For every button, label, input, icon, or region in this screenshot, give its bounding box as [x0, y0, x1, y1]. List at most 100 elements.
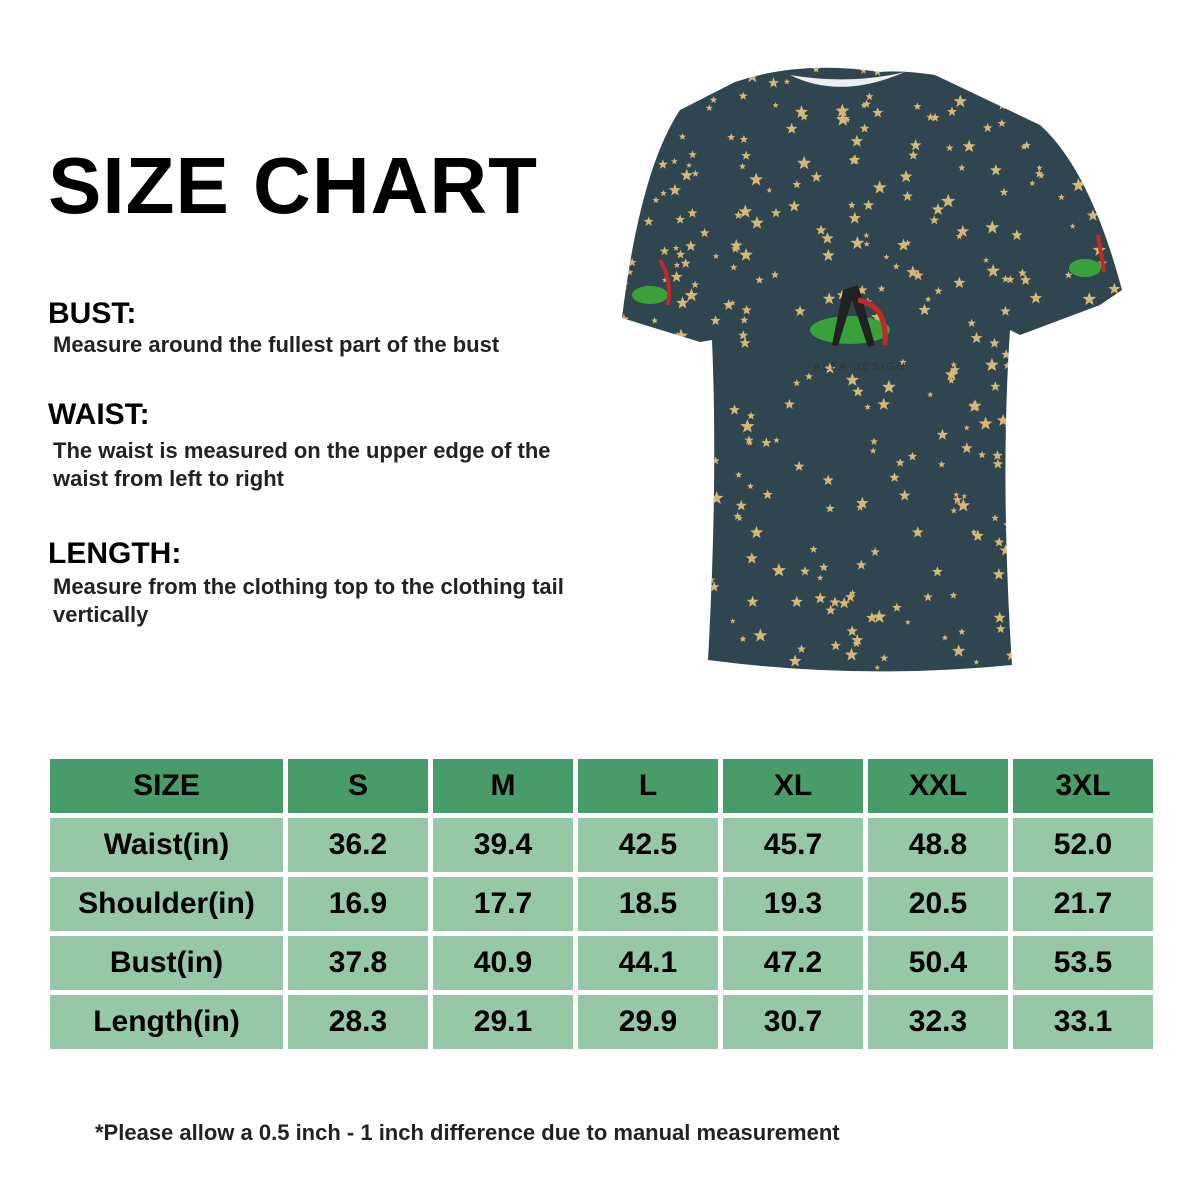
- star-icon: [927, 391, 934, 398]
- star-icon: [666, 96, 680, 109]
- star-icon: [846, 625, 858, 636]
- star-icon: [1112, 349, 1122, 363]
- star-icon: [1005, 448, 1013, 456]
- star-icon: [1070, 397, 1081, 408]
- star-icon: [800, 566, 810, 576]
- star-icon: [851, 633, 864, 646]
- star-icon: [970, 331, 983, 344]
- star-icon: [668, 183, 682, 196]
- waist-description: The waist is measured on the upper edge …: [53, 438, 551, 491]
- star-icon: [992, 568, 1005, 580]
- star-icon: [710, 315, 721, 326]
- star-icon: [1034, 169, 1044, 178]
- star-icon: [794, 305, 806, 317]
- star-icon: [882, 379, 896, 393]
- star-icon: [1046, 80, 1053, 87]
- star-icon: [705, 104, 713, 111]
- star-icon: [862, 99, 871, 108]
- star-icon: [712, 253, 720, 259]
- star-icon: [1104, 108, 1118, 121]
- star-icon: [830, 640, 841, 651]
- star-icon: [1008, 622, 1016, 629]
- star-icon: [622, 413, 633, 426]
- star-icon: [622, 183, 627, 194]
- star-icon: [947, 106, 957, 116]
- star-icon: [702, 358, 712, 368]
- star-icon: [966, 76, 976, 86]
- star-icon: [1095, 424, 1103, 432]
- star-icon: [788, 200, 801, 212]
- star-icon: [684, 288, 699, 302]
- star-icon: [686, 162, 692, 168]
- star-icon: [944, 367, 959, 381]
- length-description: Measure from the clothing top to the clo…: [53, 574, 564, 627]
- star-icon: [1113, 223, 1120, 230]
- star-icon: [672, 244, 680, 251]
- star-icon: [913, 102, 922, 110]
- star-icon: [835, 112, 850, 126]
- star-icon: [934, 286, 943, 295]
- star-icon: [1121, 70, 1122, 77]
- star-icon: [973, 659, 980, 665]
- star-icon: [622, 656, 628, 667]
- star-icon: [863, 240, 870, 247]
- star-icon: [1113, 445, 1122, 458]
- table-cell: 44.1: [578, 936, 718, 990]
- star-icon: [1005, 275, 1015, 284]
- star-icon: [740, 315, 749, 324]
- star-icon: [907, 451, 918, 461]
- star-icon: [1010, 483, 1018, 491]
- star-icon: [849, 154, 861, 165]
- star-icon: [731, 244, 741, 253]
- star-icon: [825, 503, 835, 513]
- star-icon: [1027, 660, 1041, 672]
- star-icon: [845, 373, 859, 386]
- star-icon: [870, 437, 878, 445]
- star-icon: [1105, 606, 1113, 614]
- star-icon: [856, 496, 869, 509]
- star-icon: [797, 155, 812, 170]
- row-label: Shoulder(in): [50, 877, 283, 931]
- star-icon: [947, 376, 955, 384]
- star-icon: [1086, 209, 1100, 221]
- star-icon: [968, 400, 980, 412]
- row-label: Waist(in): [50, 818, 283, 872]
- star-icon: [799, 111, 809, 121]
- star-icon: [850, 235, 865, 250]
- star-icon: [1084, 506, 1099, 521]
- star-icon: [993, 611, 1006, 623]
- star-icon: [709, 96, 718, 104]
- star-icon: [626, 268, 634, 276]
- star-icon: [999, 187, 1009, 197]
- star-icon: [642, 598, 650, 606]
- star-icon: [1017, 391, 1031, 404]
- star-icon: [1103, 154, 1115, 165]
- table-cell: 45.7: [723, 818, 863, 872]
- table-row: Shoulder(in) 16.9 17.7 18.5 19.3 20.5 21…: [50, 877, 1153, 931]
- star-icon: [953, 94, 967, 108]
- star-icon: [880, 653, 889, 662]
- star-icon: [755, 275, 764, 284]
- star-icon: [869, 447, 877, 454]
- star-icon: [661, 377, 670, 386]
- star-icon: [852, 639, 861, 648]
- star-icon: [623, 531, 633, 540]
- header-cell: XXL: [868, 759, 1008, 813]
- star-icon: [953, 491, 960, 498]
- star-icon: [746, 439, 754, 446]
- star-icon: [1032, 422, 1045, 434]
- table-row: Length(in) 28.3 29.1 29.9 30.7 32.3 33.1: [50, 995, 1153, 1049]
- star-icon: [821, 232, 834, 244]
- star-icon: [750, 216, 764, 229]
- star-icon: [848, 201, 856, 209]
- star-icon: [889, 472, 900, 482]
- star-icon: [918, 303, 931, 316]
- star-icon: [902, 190, 913, 201]
- star-icon: [958, 163, 966, 171]
- star-icon: [784, 398, 795, 409]
- star-icon: [624, 544, 631, 551]
- star-icon: [1080, 120, 1088, 128]
- star-icon: [673, 261, 681, 268]
- star-icon: [952, 495, 963, 504]
- star-icon: [688, 414, 700, 424]
